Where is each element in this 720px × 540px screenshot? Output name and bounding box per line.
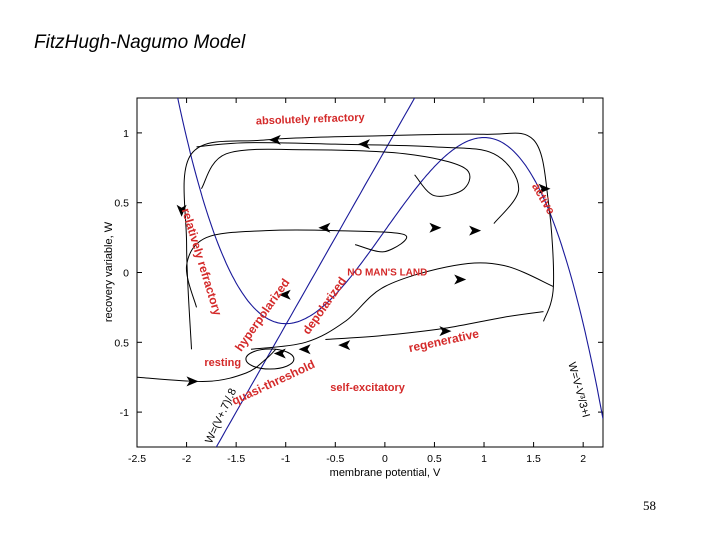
trajectory-loop-left-1	[185, 229, 408, 308]
region-label-absolutely-refractory: absolutely refractory	[256, 112, 366, 128]
plot-content	[137, 98, 603, 447]
y-axis-label: recovery variable, W	[103, 221, 115, 322]
linear-nullcline	[215, 98, 416, 447]
direction-arrow	[186, 376, 199, 387]
trajectory-depolarize-1	[250, 262, 554, 350]
direction-arrow	[469, 225, 482, 236]
trajectory-quasi-threshold-1	[137, 348, 277, 382]
direction-arrow	[338, 340, 351, 351]
x-tick-label: 1.5	[526, 453, 541, 465]
x-axis-label: membrane potential, V	[330, 467, 441, 479]
y-tick-label: 0.5	[114, 337, 129, 349]
trajectory-inner-cycle-1	[200, 148, 471, 197]
x-tick-label: -2.5	[128, 453, 146, 465]
direction-arrow	[298, 344, 311, 355]
direction-arrow	[538, 183, 551, 194]
slide-title: FitzHugh-Nagumo Model	[34, 32, 246, 53]
direction-arrow	[429, 222, 442, 233]
y-tick-label: 0.5	[114, 198, 129, 210]
direction-arrow	[318, 222, 331, 233]
direction-arrow	[268, 134, 281, 145]
y-tick-label: -1	[120, 407, 129, 419]
direction-arrow	[454, 274, 467, 285]
x-tick-label: -2	[182, 453, 191, 465]
direction-arrow	[358, 139, 370, 150]
x-tick-label: -1.5	[227, 453, 245, 465]
axis-ticks: -2.5 -2 -1.5 -1 -0.5 0 0.5 1 1.5 2 1 0.5 0 0.5 -1	[114, 98, 603, 465]
trajectory-outer-cycle-2	[196, 142, 520, 224]
region-label-no-mans-land: NO MAN'S LAND	[347, 267, 427, 278]
direction-arrow	[439, 326, 452, 337]
page-number: 58	[643, 498, 656, 513]
y-tick-label: 0	[123, 268, 129, 280]
region-label-self-excitatory: self-excitatory	[330, 382, 405, 394]
y-tick-label: 1	[123, 128, 129, 140]
region-label-resting: resting	[204, 357, 241, 369]
resting-loop	[245, 348, 295, 370]
direction-arrow	[273, 348, 286, 359]
x-tick-label: 0	[382, 453, 388, 465]
x-tick-label: -0.5	[326, 453, 344, 465]
x-tick-label: 2	[580, 453, 586, 465]
direction-arrow	[176, 204, 187, 217]
x-tick-label: 0.5	[427, 453, 442, 465]
x-tick-label: -1	[281, 453, 290, 465]
x-tick-label: 1	[481, 453, 487, 465]
direction-arrow	[278, 289, 291, 300]
